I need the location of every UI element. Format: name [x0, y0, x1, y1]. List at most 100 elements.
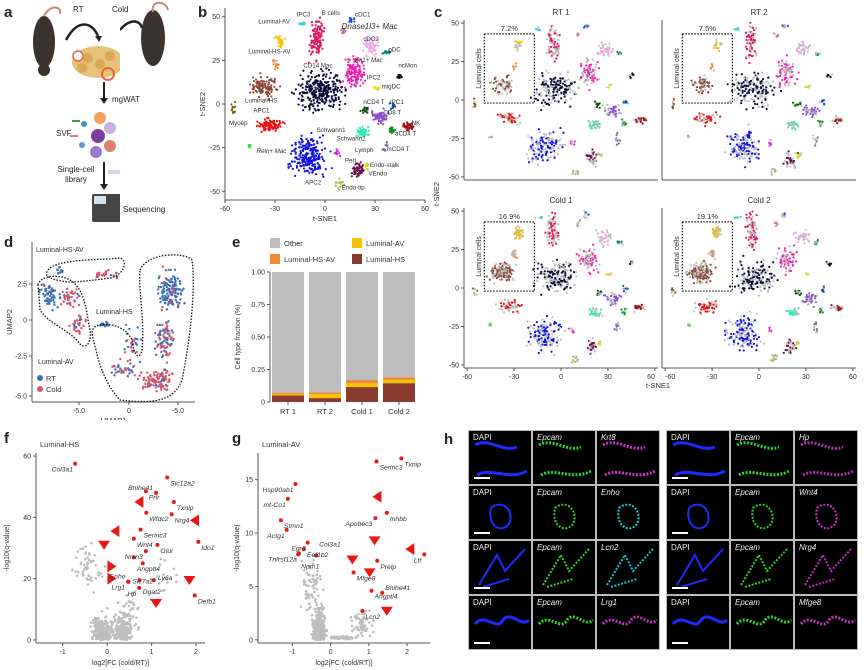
cell-point — [747, 230, 751, 233]
cell-point — [596, 61, 599, 64]
cell-point — [500, 79, 503, 82]
cell-point — [606, 298, 609, 301]
cell-point — [586, 261, 589, 264]
cell-point — [752, 248, 756, 251]
cell-point — [796, 156, 800, 159]
cell-point — [338, 79, 341, 82]
cell-point — [705, 120, 709, 123]
cell-point — [351, 64, 354, 68]
cell-point — [742, 280, 745, 283]
cell-point — [756, 285, 759, 289]
cell-point — [391, 106, 394, 110]
cell-point — [750, 218, 753, 221]
cell-point — [604, 50, 608, 53]
cell-point — [553, 37, 556, 40]
cell-point — [569, 97, 572, 100]
cell-point — [783, 24, 786, 27]
cell-point — [498, 90, 501, 94]
cell-point — [533, 147, 537, 150]
cell-point — [506, 273, 509, 276]
cell-point — [752, 226, 755, 229]
cell-point — [603, 106, 607, 110]
cell-point — [582, 261, 585, 264]
cell-point — [553, 280, 556, 284]
cell-point — [787, 153, 790, 157]
cell-point — [339, 81, 342, 84]
cell-point — [298, 91, 302, 95]
cell-point — [766, 290, 770, 293]
cold-mouse-icon — [120, 1, 169, 66]
cell-point — [793, 82, 797, 85]
cell-point — [316, 152, 319, 155]
cell-point — [735, 322, 738, 325]
cell-point — [540, 293, 543, 296]
cell-point — [749, 236, 752, 239]
cell-point — [551, 224, 554, 227]
cell-point — [387, 52, 391, 55]
cell-point — [557, 139, 560, 143]
cell-point — [749, 339, 752, 342]
cell-point — [738, 323, 741, 326]
cell-point — [786, 24, 789, 28]
cell-point — [299, 137, 303, 140]
cell-point — [789, 165, 792, 168]
cell-point — [378, 115, 381, 118]
cell-point — [697, 303, 700, 306]
cell-point — [315, 90, 318, 94]
cell-point — [621, 118, 624, 121]
cell-point — [558, 33, 561, 37]
cell-point — [313, 159, 316, 162]
cell-point — [786, 156, 789, 160]
cell-point — [748, 212, 752, 215]
cell-point — [248, 146, 251, 149]
cell-point — [746, 337, 749, 340]
cell-point — [553, 227, 556, 230]
cell-point — [567, 86, 570, 89]
cell-point — [300, 146, 303, 149]
cell-point — [555, 94, 558, 97]
cell-point — [602, 294, 606, 297]
cell-point — [748, 42, 752, 45]
cluster-label: Reln+ Mac — [257, 148, 288, 155]
cell-point — [332, 91, 336, 94]
cell-point — [734, 333, 737, 336]
cell-point — [325, 73, 328, 76]
cell-point — [505, 89, 508, 92]
cell-point — [754, 282, 757, 285]
cell-point — [491, 87, 495, 90]
cell-point — [714, 111, 717, 114]
cell-point — [751, 26, 754, 29]
cell-point — [756, 77, 759, 80]
cell-point — [769, 138, 772, 141]
cell-point — [596, 342, 600, 345]
cell-point — [588, 271, 591, 274]
cell-point — [751, 278, 755, 281]
cell-point — [747, 318, 751, 321]
cell-point — [732, 138, 735, 142]
cell-point — [551, 98, 554, 101]
cell-point — [703, 74, 706, 77]
cell-point — [790, 162, 793, 165]
cell-point — [593, 100, 597, 103]
cell-point — [639, 117, 643, 120]
cell-point — [750, 285, 753, 288]
cell-point — [592, 313, 595, 316]
cell-point — [767, 76, 770, 79]
cell-point — [537, 340, 540, 344]
cell-point — [702, 305, 705, 308]
cell-point — [550, 342, 554, 346]
cell-point — [577, 254, 581, 257]
cell-point — [260, 130, 263, 133]
cell-point — [391, 128, 394, 131]
cell-point — [672, 98, 676, 101]
cell-point — [302, 109, 305, 112]
cell-point — [305, 154, 308, 157]
cell-point — [580, 64, 583, 68]
cell-point — [747, 322, 750, 325]
cell-point — [508, 119, 511, 122]
cell-point — [754, 87, 757, 90]
cell-point — [557, 45, 560, 48]
cell-point — [816, 136, 819, 139]
cell-point — [302, 149, 305, 153]
cell-point — [270, 84, 273, 87]
